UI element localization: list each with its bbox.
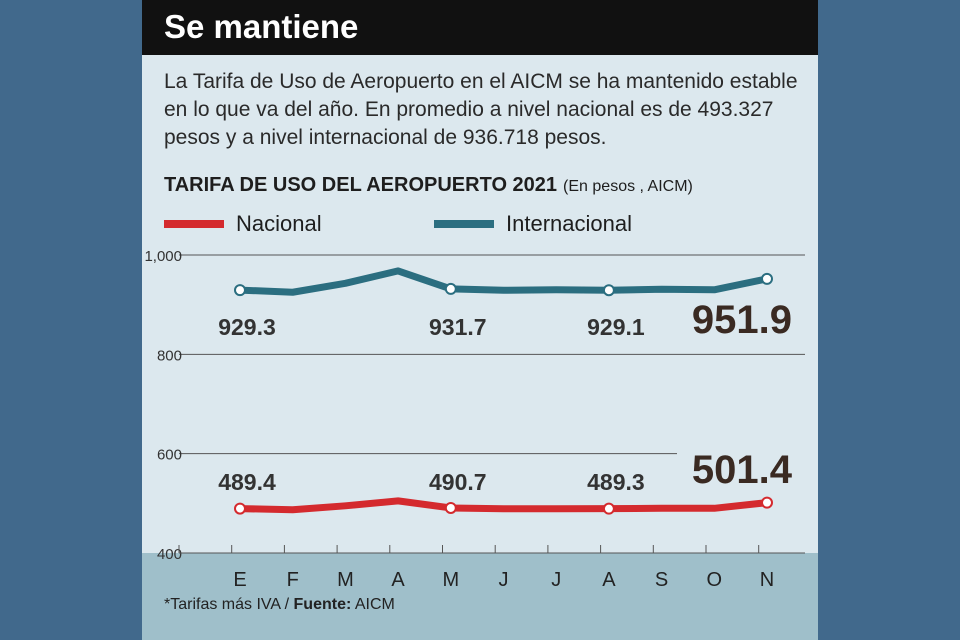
data-point (602, 284, 615, 297)
y-tick-label: 800 (157, 347, 182, 364)
series-line-internacional (239, 267, 768, 296)
chart-subtitle: (En pesos , AICM) (563, 178, 693, 195)
data-label: 489.4 (218, 469, 276, 495)
legend-swatch (434, 220, 494, 228)
x-tick-label: E (233, 569, 246, 591)
x-tick-label: N (760, 569, 774, 591)
note: *Tarifas más IVA / (164, 596, 294, 613)
x-tick-label: M (337, 569, 354, 591)
x-tick-label: A (602, 569, 616, 591)
data-point (444, 282, 457, 295)
footnote: *Tarifas más IVA / Fuente: AICM (164, 596, 395, 614)
legend-label: Internacional (506, 211, 632, 236)
series-line-nacional (239, 497, 768, 514)
headline: Se mantiene (164, 8, 359, 45)
y-tick-label: 600 (157, 447, 182, 464)
x-tick-label: F (287, 569, 299, 591)
chart-title-text: TARIFA DE USO DEL AEROPUERTO 2021 (164, 174, 558, 196)
x-tick-label: O (707, 569, 723, 591)
data-point (234, 284, 246, 297)
data-label: 929.1 (587, 314, 645, 340)
data-point (761, 272, 773, 285)
y-tick-label: 1,000 (144, 248, 182, 265)
legend-internacional: Internacional (434, 211, 632, 237)
intro-text: La Tarifa de Uso de Aeropuerto en el AIC… (164, 70, 798, 149)
infographic-panel: Se mantiene La Tarifa de Uso de Aeropuer… (142, 0, 818, 640)
data-label: 501.4 (692, 448, 793, 492)
x-tick-label: S (655, 569, 668, 591)
data-point (602, 502, 615, 515)
x-tick-label: J (551, 569, 561, 591)
data-label: 931.7 (429, 314, 487, 340)
legend-nacional: Nacional (164, 211, 322, 237)
data-point (444, 501, 457, 514)
chart-title: TARIFA DE USO DEL AEROPUERTO 2021 (En pes… (164, 174, 693, 197)
data-label: 489.3 (587, 469, 645, 495)
x-tick-label: M (442, 569, 459, 591)
data-label: 951.9 (692, 298, 792, 342)
legend-label: Nacional (236, 211, 322, 236)
data-point (761, 496, 773, 509)
data-label: 929.3 (218, 314, 276, 340)
title-bar: Se mantiene (142, 0, 818, 55)
source-label: Fuente: (293, 596, 352, 613)
data-point (234, 502, 246, 515)
data-label: 490.7 (429, 469, 487, 495)
x-tick-label: J (499, 569, 509, 591)
x-tick-label: A (391, 569, 405, 591)
source: AICM (351, 596, 395, 613)
line-chart: 1,000 800 600 400 E F M A M J J A S O N 489.4 490.7 489.3… (144, 248, 805, 591)
y-tick-label: 400 (157, 546, 182, 563)
legend-swatch (164, 220, 224, 228)
bottom-band (142, 553, 818, 640)
